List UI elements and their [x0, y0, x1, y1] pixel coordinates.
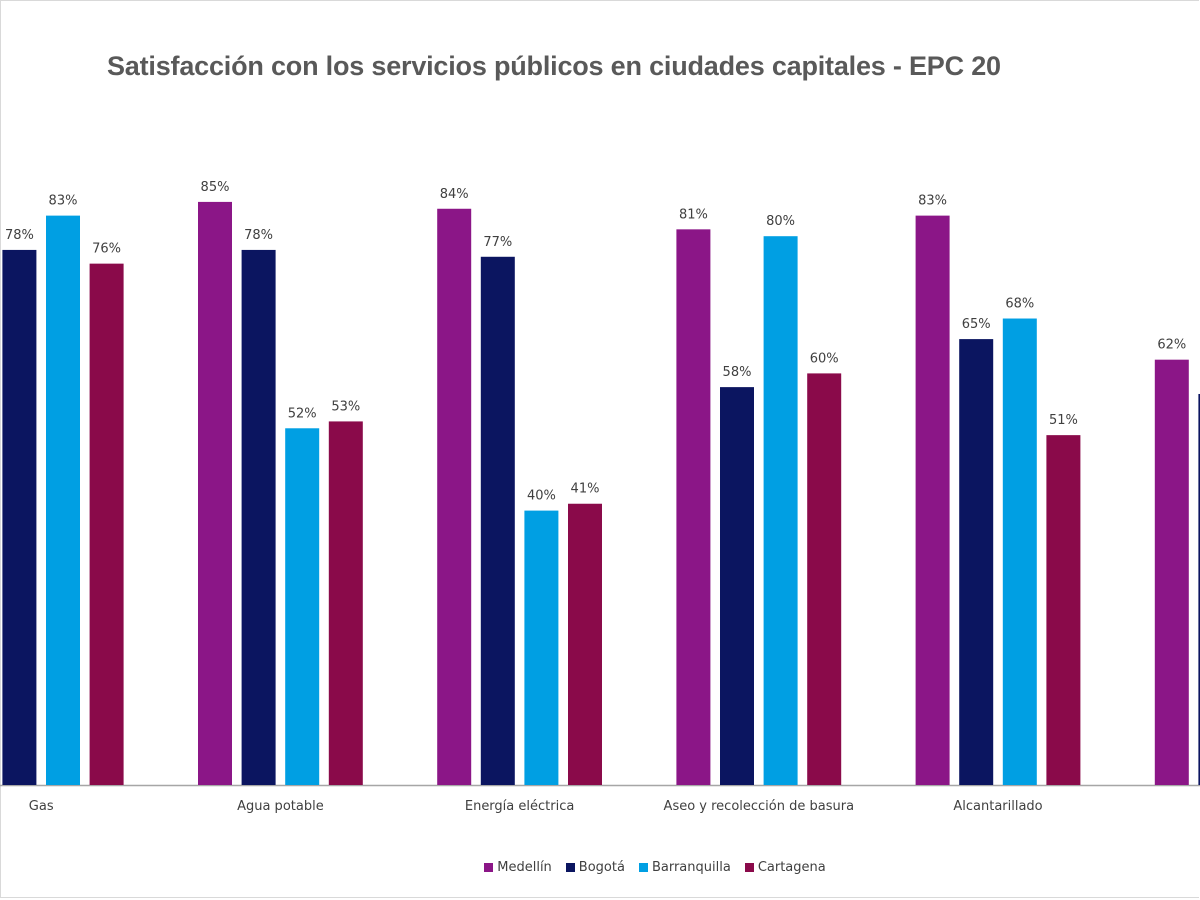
bar-bogotá	[1198, 393, 1200, 785]
category-label: Aseo y recolección de basura	[664, 799, 855, 814]
bar-barranquilla	[763, 236, 798, 785]
data-label: 83%	[918, 194, 947, 209]
bar-bogotá	[959, 339, 994, 785]
bar-bogotá	[480, 256, 515, 785]
data-label: 41%	[571, 482, 600, 497]
data-label: 51%	[1049, 413, 1078, 428]
legend-swatch	[744, 863, 754, 872]
data-label: 81%	[679, 207, 708, 222]
data-label: 53%	[331, 399, 360, 414]
category-label: Gas	[29, 799, 54, 814]
bar-cartagena	[1046, 435, 1081, 785]
bar-barranquilla	[524, 510, 559, 785]
bar-cartagena	[807, 373, 842, 785]
legend-item: Cartagena	[744, 860, 826, 875]
bar-bogotá	[720, 387, 754, 785]
bar-barranquilla	[1002, 318, 1037, 785]
bar-cartagena	[328, 421, 363, 785]
bar-medellín	[1154, 359, 1189, 785]
data-label: 78%	[244, 228, 273, 243]
data-label: 68%	[1005, 297, 1034, 312]
category-label: Agua potable	[237, 799, 324, 814]
data-label: 78%	[5, 228, 34, 243]
data-label: 83%	[49, 194, 78, 209]
data-label: 77%	[483, 235, 512, 250]
data-label: 84%	[440, 187, 469, 202]
bar-bogotá	[241, 249, 276, 786]
data-label: 62%	[1157, 338, 1186, 353]
legend-swatch	[565, 863, 575, 872]
bar-medellín	[198, 201, 232, 785]
legend-label: Bogotá	[578, 860, 625, 875]
data-label: 58%	[723, 365, 752, 380]
data-label: 80%	[766, 214, 795, 229]
legend-label: Barranquilla	[651, 860, 731, 875]
category-label: Energía eléctrica	[465, 799, 574, 814]
bar-barranquilla	[285, 428, 320, 785]
legend: Medellín Bogotá Barranquilla Cartagena	[0, 860, 1200, 875]
legend-swatch	[484, 863, 494, 872]
bar-cartagena	[89, 263, 124, 785]
bar-barranquilla	[46, 215, 80, 785]
legend-item: Medellín	[484, 860, 552, 875]
data-label: 65%	[962, 317, 991, 332]
data-label: 85%	[201, 180, 230, 195]
bar-bogotá	[2, 249, 37, 786]
legend-swatch	[638, 863, 648, 872]
bar-medellín	[676, 229, 711, 786]
bar-medellín	[437, 208, 472, 785]
data-label: 60%	[810, 351, 839, 366]
chart-title: Satisfacción con los servicios públicos …	[107, 51, 1001, 81]
bar-medellín	[915, 215, 950, 785]
data-label: 52%	[288, 406, 317, 421]
legend-item: Bogotá	[565, 860, 625, 875]
legend-label: Cartagena	[757, 860, 826, 875]
data-label: 76%	[92, 242, 121, 257]
category-label: Alcantarillado	[953, 799, 1042, 814]
bar-cartagena	[568, 503, 602, 785]
legend-label: Medellín	[497, 860, 552, 875]
legend-item: Barranquilla	[638, 860, 731, 875]
data-label: 40%	[527, 489, 556, 504]
